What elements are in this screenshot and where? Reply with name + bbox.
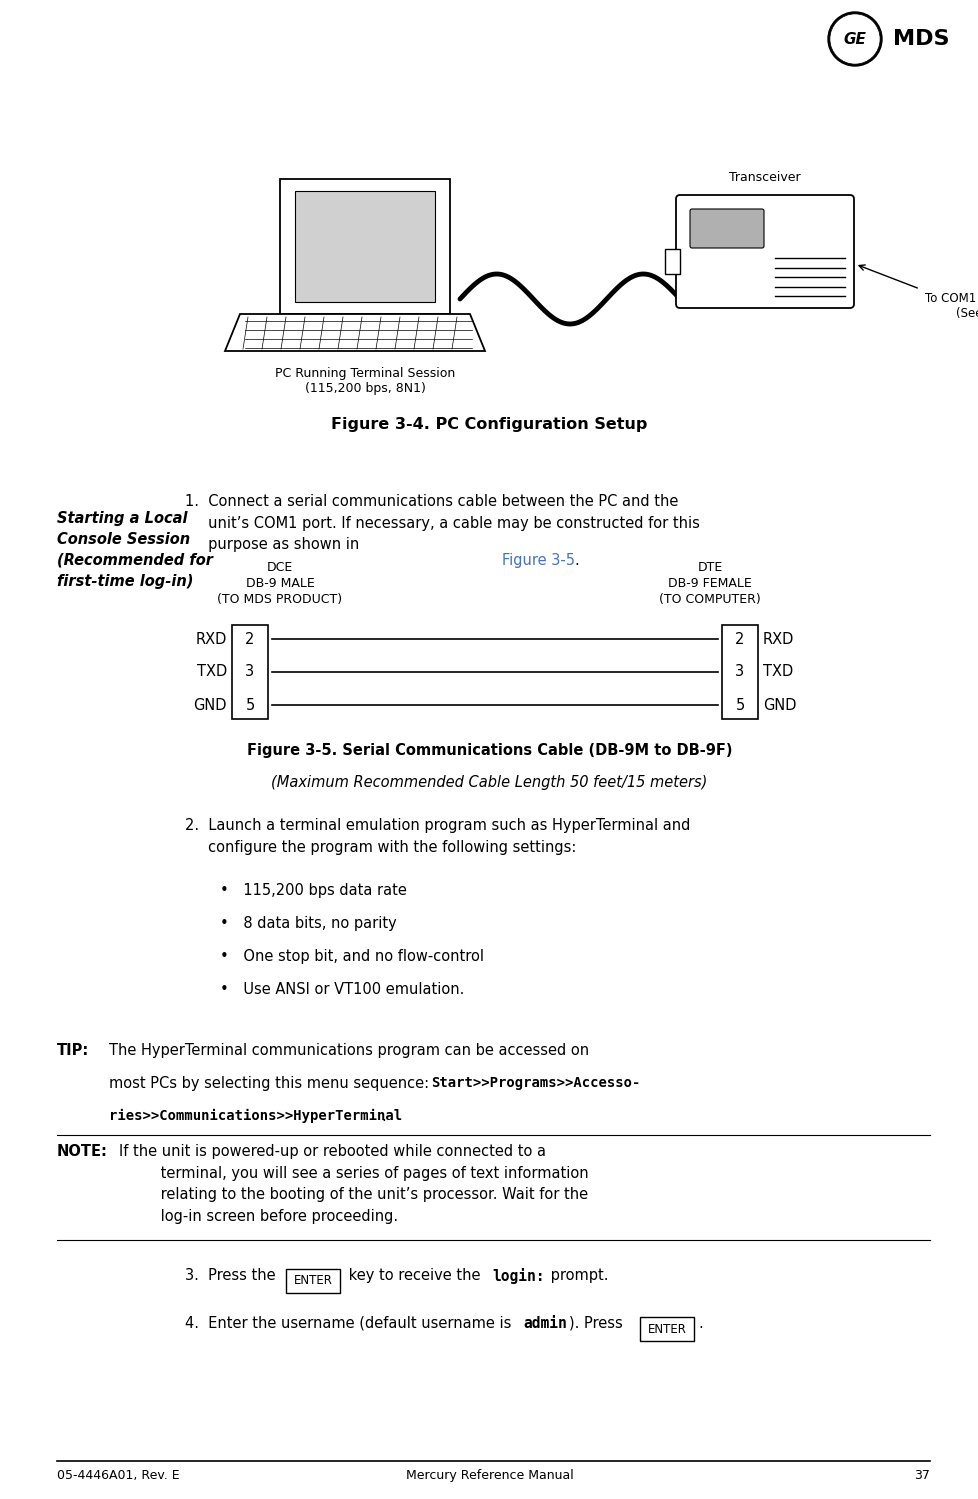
Text: prompt.: prompt. <box>546 1268 608 1283</box>
Text: key to receive the: key to receive the <box>343 1268 485 1283</box>
Polygon shape <box>294 190 434 301</box>
Text: Start>>Programs>>Accesso-: Start>>Programs>>Accesso- <box>430 1076 640 1090</box>
Text: (TO COMPUTER): (TO COMPUTER) <box>658 594 760 606</box>
Text: (TO MDS PRODUCT): (TO MDS PRODUCT) <box>217 594 342 606</box>
Text: 1.  Connect a serial communications cable between the PC and the
     unit’s COM: 1. Connect a serial communications cable… <box>185 495 699 552</box>
Text: 5: 5 <box>734 697 744 712</box>
Text: 4.  Enter the username (default username is: 4. Enter the username (default username … <box>185 1316 515 1331</box>
FancyBboxPatch shape <box>286 1270 339 1294</box>
Text: 3.  Press the: 3. Press the <box>185 1268 280 1283</box>
Text: 5: 5 <box>245 697 254 712</box>
Text: DB-9 MALE: DB-9 MALE <box>245 577 314 591</box>
Text: .: . <box>380 1109 385 1124</box>
Text: • Use ANSI or VT100 emulation.: • Use ANSI or VT100 emulation. <box>220 982 464 997</box>
Text: Mercury Reference Manual: Mercury Reference Manual <box>405 1469 573 1483</box>
Text: 2: 2 <box>245 631 254 646</box>
Text: PC Running Terminal Session: PC Running Terminal Session <box>275 367 455 381</box>
Text: TXD: TXD <box>762 664 792 679</box>
Text: login:: login: <box>492 1268 544 1285</box>
Text: GND: GND <box>194 697 227 712</box>
Circle shape <box>827 12 881 66</box>
Text: To COM1 or LAN Port
(See Text): To COM1 or LAN Port (See Text) <box>924 292 978 319</box>
Text: Figure 3-5: Figure 3-5 <box>502 553 574 568</box>
Text: 37: 37 <box>913 1469 929 1483</box>
Polygon shape <box>280 178 450 313</box>
FancyBboxPatch shape <box>689 208 763 247</box>
Text: ). Press: ). Press <box>568 1316 627 1331</box>
Text: TXD: TXD <box>197 664 227 679</box>
Text: Starting a Local
Console Session
(Recommended for
first-time log-in): Starting a Local Console Session (Recomm… <box>57 511 213 589</box>
FancyBboxPatch shape <box>676 195 853 307</box>
Text: Figure 3-5. Serial Communications Cable (DB-9M to DB-9F): Figure 3-5. Serial Communications Cable … <box>246 744 732 758</box>
Text: DTE: DTE <box>696 561 722 574</box>
Text: 3: 3 <box>734 664 744 679</box>
Text: The HyperTerminal communications program can be accessed on: The HyperTerminal communications program… <box>109 1043 589 1058</box>
Bar <box>232 625 268 720</box>
Text: 2.  Launch a terminal emulation program such as HyperTerminal and
     configure: 2. Launch a terminal emulation program s… <box>185 818 689 854</box>
Bar <box>721 625 757 720</box>
Text: .: . <box>573 553 578 568</box>
Text: most PCs by selecting this menu sequence:: most PCs by selecting this menu sequence… <box>109 1076 433 1091</box>
Circle shape <box>829 13 879 64</box>
Text: RXD: RXD <box>762 631 793 646</box>
Polygon shape <box>225 313 484 351</box>
Text: If the unit is powered-up or rebooted while connected to a
         terminal, yo: If the unit is powered-up or rebooted wh… <box>119 1144 588 1223</box>
Text: ENTER: ENTER <box>646 1322 686 1336</box>
Text: MDS: MDS <box>892 28 949 49</box>
FancyBboxPatch shape <box>640 1318 693 1342</box>
Text: Figure 3-4. PC Configuration Setup: Figure 3-4. PC Configuration Setup <box>331 417 647 432</box>
Text: • 115,200 bps data rate: • 115,200 bps data rate <box>220 883 407 898</box>
Text: RXD: RXD <box>196 631 227 646</box>
Text: ENTER: ENTER <box>293 1274 333 1288</box>
Text: DCE: DCE <box>267 561 292 574</box>
Text: GND: GND <box>762 697 796 712</box>
Polygon shape <box>664 249 680 274</box>
Text: GE: GE <box>843 31 866 46</box>
Text: .: . <box>697 1316 702 1331</box>
Text: NOTE:: NOTE: <box>57 1144 108 1159</box>
Text: (115,200 bps, 8N1): (115,200 bps, 8N1) <box>304 382 425 396</box>
Text: • 8 data bits, no parity: • 8 data bits, no parity <box>220 916 396 931</box>
Text: TIP:: TIP: <box>57 1043 89 1058</box>
Text: 2: 2 <box>734 631 744 646</box>
Text: • One stop bit, and no flow-control: • One stop bit, and no flow-control <box>220 949 483 964</box>
Text: Transceiver: Transceiver <box>729 171 800 184</box>
Text: 3: 3 <box>245 664 254 679</box>
Text: (Maximum Recommended Cable Length 50 feet/15 meters): (Maximum Recommended Cable Length 50 fee… <box>271 775 707 790</box>
Text: 05-4446A01, Rev. E: 05-4446A01, Rev. E <box>57 1469 179 1483</box>
Text: DB-9 FEMALE: DB-9 FEMALE <box>667 577 751 591</box>
Text: ries>>Communications>>HyperTerminal: ries>>Communications>>HyperTerminal <box>109 1109 402 1123</box>
Text: admin: admin <box>522 1316 566 1331</box>
